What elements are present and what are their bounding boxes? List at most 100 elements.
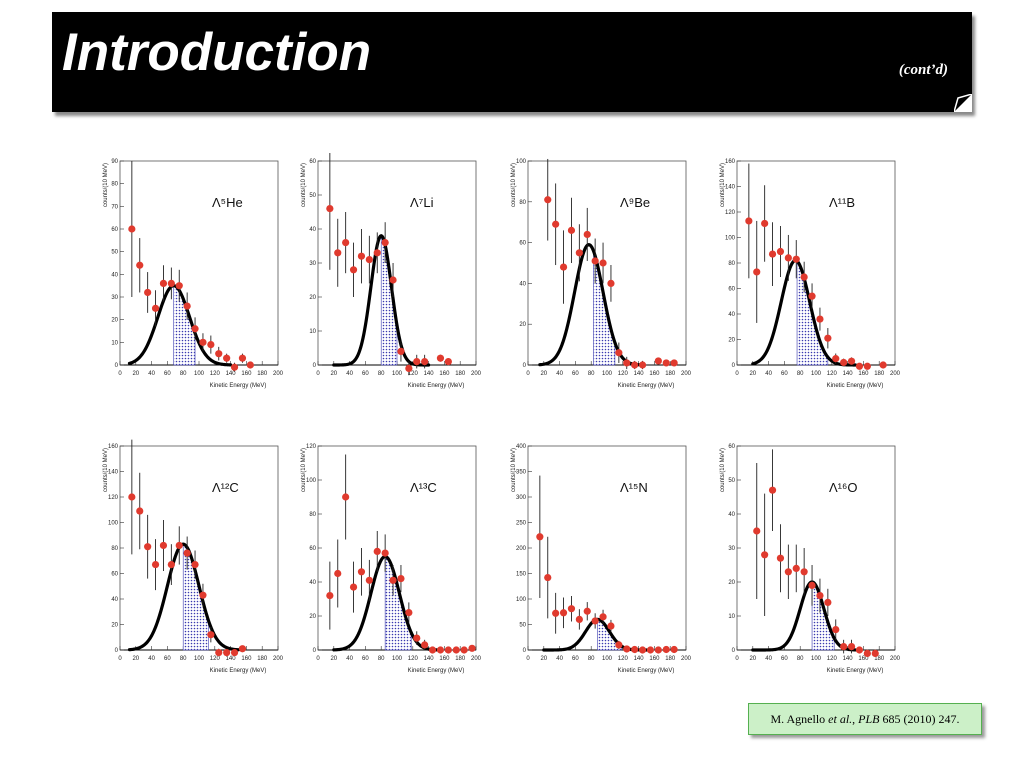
- chart0-xtick-label: 0: [118, 371, 122, 377]
- chart0-ylabel: counts/(10 MeV): [103, 163, 109, 207]
- chart0-ytick-label: 10: [111, 340, 118, 346]
- chart5-data-point: [452, 646, 460, 654]
- chart0-xtick-label: 120: [210, 371, 221, 377]
- chart6-ytick-label: 50: [519, 623, 526, 629]
- chart5-xlabel: Kinetic Energy (MeV): [408, 668, 465, 674]
- chart2-data-point: [662, 359, 670, 367]
- chart1-xtick-label: 120: [408, 371, 419, 377]
- chart4-data-point: [215, 648, 223, 657]
- chart-panel-b: 0 20 40 60 80 100 120 140 160 180 200 0 20 40 60 80 100 1…: [717, 153, 902, 398]
- chart2-xtick-label: 80: [588, 371, 595, 377]
- chart7-ytick-label: 60: [728, 444, 735, 450]
- chart6-data-point: [575, 615, 583, 623]
- chart3-xtick-label: 40: [765, 371, 772, 377]
- chart3-data-point: [776, 247, 785, 256]
- chart2-ytick-label: 40: [519, 281, 526, 287]
- chart6-data-point: [559, 609, 568, 617]
- chart3-data-point: [792, 255, 800, 263]
- chart7-xtick-label: 60: [781, 656, 788, 662]
- chart5-xtick-label: 40: [346, 656, 353, 662]
- chart5-cut-region: [384, 556, 412, 651]
- title-bar: Introduction (cont’d): [52, 12, 972, 112]
- chart1-xtick-label: 60: [362, 371, 369, 377]
- chart0-xtick-label: 140: [226, 371, 237, 377]
- chart7-data-point: [824, 598, 832, 606]
- chart1-data-point: [357, 252, 366, 260]
- chart3-data-point: [840, 358, 848, 367]
- chart7-data-point: [863, 649, 871, 657]
- chart7-data-point: [840, 643, 848, 651]
- chart4-data-point: [238, 645, 247, 653]
- chart7-data-point: [753, 527, 761, 535]
- chart3-xtick-label: 140: [843, 371, 854, 377]
- chart6-data-point: [536, 533, 544, 541]
- chart7-data-point: [808, 581, 816, 589]
- chart7-xtick-label: 20: [749, 656, 756, 662]
- chart1-data-point: [405, 364, 413, 372]
- chart4-xtick-label: 120: [210, 656, 221, 662]
- chart0-data-point: [175, 282, 183, 290]
- chart1-ylabel: counts/(10 MeV): [301, 163, 307, 207]
- chart0-fit-curve: [127, 284, 233, 367]
- chart3-data-point: [745, 217, 753, 225]
- chart5-data-point: [444, 646, 452, 654]
- page-fold-icon: [954, 94, 972, 112]
- chart6-data-point: [544, 573, 552, 582]
- chart2-data-point: [631, 361, 639, 369]
- chart1-data-point: [326, 205, 334, 213]
- chart7-xtick-label: 140: [843, 656, 854, 662]
- chart4-data-point: [159, 541, 168, 550]
- chart3-ytick-label: 60: [728, 287, 735, 293]
- chart1-ytick-label: 40: [309, 227, 316, 233]
- chart3-data-point: [855, 362, 864, 370]
- chart4-ylabel: counts/(10 MeV): [103, 448, 109, 492]
- chart-panel-he: 0 20 40 60 80 100 120 140 160 180 200 0 10 20 30 40 50 60…: [100, 153, 285, 398]
- chart3-nucleus-label: Λ¹¹B: [829, 195, 855, 210]
- chart6-ytick-label: 300: [516, 495, 527, 501]
- chart0-data-point: [159, 279, 168, 287]
- chart4-ytick-label: 100: [108, 521, 119, 527]
- chart5-ylabel: counts/(10 MeV): [301, 448, 307, 492]
- chart5-data-point: [421, 641, 429, 649]
- chart5-data-point: [436, 646, 445, 654]
- chart4-data-point: [167, 560, 175, 569]
- chart3-xtick-label: 100: [811, 371, 822, 377]
- chart6-ytick-label: 0: [523, 648, 527, 654]
- chart3-data-point: [768, 250, 777, 258]
- chart-panel-n: 0 20 40 60 80 100 120 140 160 180 200 0 50 100 150 200 2…: [508, 438, 693, 683]
- chart-panel-li: 0 20 40 60 80 100 120 140 160 180 200 0 10 20 30 40 50 60…: [298, 153, 483, 398]
- chart3-ytick-label: 20: [728, 338, 735, 344]
- chart2-xtick-label: 140: [634, 371, 645, 377]
- chart1-xtick-label: 0: [316, 371, 320, 377]
- chart5-xtick-label: 60: [362, 656, 369, 662]
- chart7-data-point: [855, 646, 864, 654]
- chart3-xtick-label: 200: [890, 371, 901, 377]
- chart4-ytick-label: 160: [108, 444, 119, 450]
- chart0-data-point: [128, 225, 136, 233]
- chart6-frame: [527, 445, 687, 651]
- chart5-ytick-label: 0: [313, 648, 317, 654]
- chart6-nucleus-label: Λ¹⁵N: [620, 480, 648, 495]
- chart7-xtick-label: 160: [858, 656, 869, 662]
- chart6-xtick-label: 160: [649, 656, 660, 662]
- page-subtitle: (cont’d): [898, 62, 948, 78]
- chart1-data-point: [444, 358, 452, 366]
- chart2-fit-curve: [538, 242, 641, 367]
- chart1-data-point: [349, 266, 358, 274]
- chart6-xtick-label: 180: [665, 656, 676, 662]
- chart5-data-point: [342, 493, 350, 501]
- chart1-data-point: [381, 239, 389, 247]
- chart4-data-point: [207, 631, 215, 639]
- chart1-data-point: [397, 347, 405, 355]
- chart4-nucleus-label: Λ¹²C: [212, 480, 239, 495]
- chart7-xtick-label: 120: [827, 656, 838, 662]
- chart5-ytick-label: 80: [309, 512, 316, 518]
- chart7-ytick-label: 10: [728, 614, 735, 620]
- chart5-data-point: [357, 568, 366, 576]
- chart2-data-point: [638, 361, 647, 369]
- chart6-xtick-label: 40: [556, 656, 563, 662]
- chart0-data-point: [246, 361, 254, 369]
- chart5-data-point: [381, 549, 389, 557]
- chart3-data-point: [761, 219, 769, 228]
- chart4-data-point: [199, 591, 207, 599]
